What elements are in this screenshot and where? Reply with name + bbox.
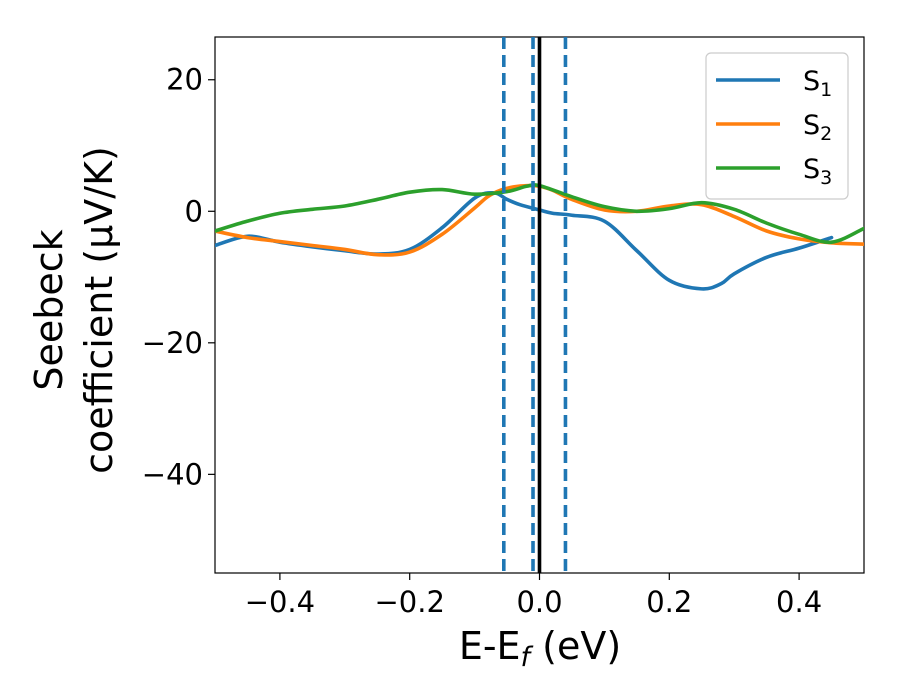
y-tick-label: −20	[142, 326, 203, 360]
x-tick-label: −0.4	[245, 585, 315, 619]
reference-lines	[502, 37, 568, 573]
legend: S1 S2 S3	[705, 52, 849, 200]
y-axis-label-line1: Seebeck	[27, 229, 71, 390]
legend-box	[705, 52, 849, 200]
x-tick-label: 0.2	[646, 585, 692, 619]
x-axis-label-unit: (eV)	[530, 624, 621, 668]
x-tick-label: −0.2	[374, 585, 444, 619]
x-axis-label-main: E-E	[459, 624, 521, 668]
legend-label-s1: S1	[803, 66, 832, 101]
legend-label-s2: S2	[803, 110, 832, 145]
y-tick-label: 20	[166, 63, 203, 97]
y-axis-label-line2: coefficient (μV/K)	[77, 146, 121, 474]
y-tick-label: −40	[142, 457, 203, 491]
series-line-s1	[215, 190, 834, 291]
y-axis-ticks: −40 −20 0 20	[142, 63, 215, 491]
x-tick-label: 0.0	[516, 585, 562, 619]
x-tick-label: 0.4	[776, 585, 822, 619]
y-tick-label: 0	[185, 194, 203, 228]
x-axis-label: E-Ef (eV)	[459, 624, 621, 673]
y-axis-label-group: Seebeck coefficient (μV/K)	[27, 146, 121, 474]
x-axis-ticks: −0.4 −0.2 0.0 0.2 0.4	[245, 573, 822, 619]
legend-label-s3: S3	[803, 154, 832, 189]
